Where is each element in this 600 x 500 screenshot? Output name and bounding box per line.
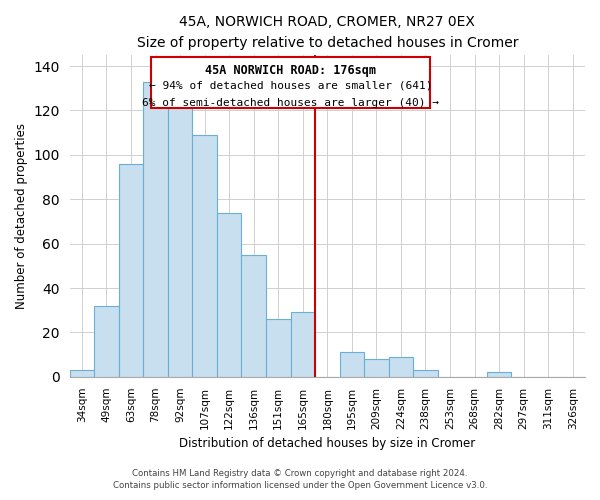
Bar [143, 82, 168, 377]
Bar [94, 306, 119, 377]
FancyBboxPatch shape [151, 57, 430, 108]
Bar [241, 254, 266, 377]
Text: ← 94% of detached houses are smaller (641): ← 94% of detached houses are smaller (64… [149, 81, 432, 91]
Bar [340, 352, 364, 377]
Bar [364, 359, 389, 377]
Bar [487, 372, 511, 377]
Bar [168, 82, 193, 377]
Bar [193, 135, 217, 377]
Bar [389, 357, 413, 377]
Bar [413, 370, 438, 377]
Bar [266, 319, 290, 377]
Bar [290, 312, 315, 377]
Y-axis label: Number of detached properties: Number of detached properties [15, 123, 28, 309]
Text: Contains HM Land Registry data © Crown copyright and database right 2024.
Contai: Contains HM Land Registry data © Crown c… [113, 468, 487, 490]
Bar [119, 164, 143, 377]
Text: 6% of semi-detached houses are larger (40) →: 6% of semi-detached houses are larger (4… [142, 98, 439, 108]
Bar [70, 370, 94, 377]
Title: 45A, NORWICH ROAD, CROMER, NR27 0EX
Size of property relative to detached houses: 45A, NORWICH ROAD, CROMER, NR27 0EX Size… [137, 15, 518, 50]
X-axis label: Distribution of detached houses by size in Cromer: Distribution of detached houses by size … [179, 437, 475, 450]
Bar [217, 212, 241, 377]
Text: 45A NORWICH ROAD: 176sqm: 45A NORWICH ROAD: 176sqm [205, 64, 376, 77]
